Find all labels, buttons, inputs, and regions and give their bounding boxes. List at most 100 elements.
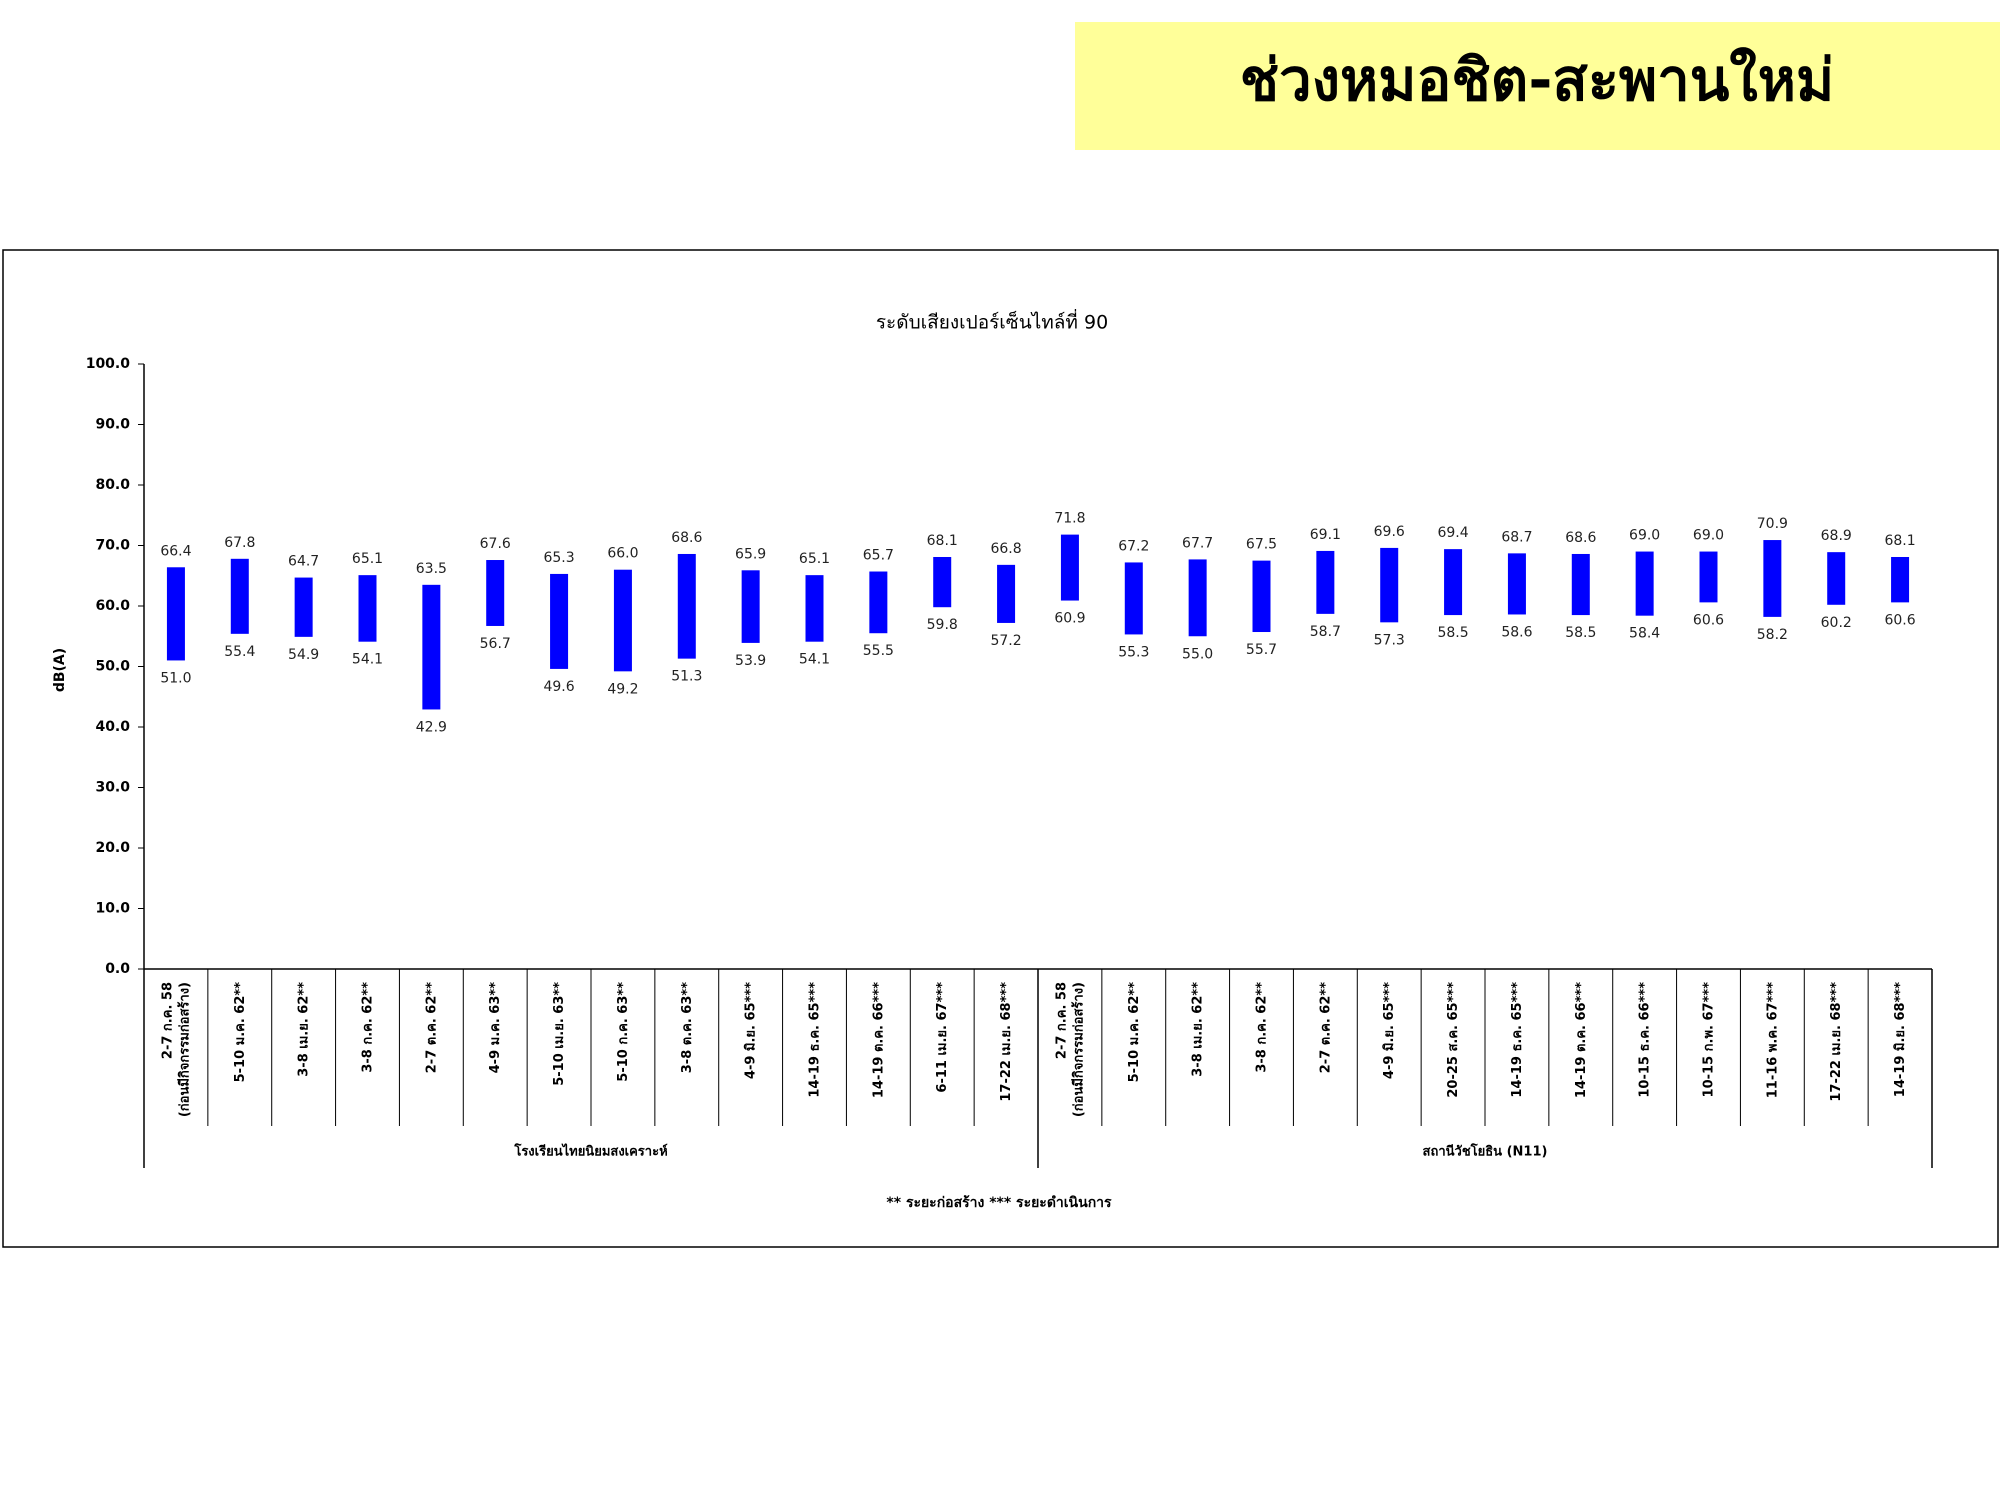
x-tick-label: 17-22 เม.ย. 68*** (999, 982, 1014, 1102)
value-label: 60.9 (1054, 611, 1085, 627)
value-label: 69.0 (1629, 528, 1660, 544)
x-tick-label-line: 3-8 เม.ย. 62** (1190, 982, 1205, 1077)
x-tick-label-line: 17-22 เม.ย. 68*** (999, 982, 1014, 1102)
x-tick-label: 10-15 ธ.ค. 66*** (1637, 982, 1652, 1098)
value-label: 65.1 (352, 551, 383, 567)
x-tick-label-line: 3-8 ต.ค. 63** (679, 982, 694, 1073)
x-tick-label: 4-9 ม.ค. 63** (488, 982, 503, 1074)
x-tick-label: 2-7 ต.ค. 62** (1318, 982, 1333, 1073)
x-tick-label: 17-22 เม.ย. 68*** (1829, 982, 1844, 1102)
value-label: 67.2 (1118, 538, 1149, 554)
x-tick-label-line: 5-10 ก.ค. 63** (615, 982, 630, 1082)
y-tick-label: 50.0 (95, 659, 130, 675)
range-bar (1060, 534, 1079, 601)
value-label: 63.5 (416, 561, 447, 577)
value-label: 71.8 (1054, 511, 1085, 527)
value-label: 59.8 (927, 617, 958, 633)
x-tick-label: 10-15 ก.พ. 67*** (1701, 982, 1716, 1098)
heading: ช่วงหมอชิต-สะพานใหม่ (1240, 46, 1834, 114)
value-label: 58.6 (1501, 624, 1532, 640)
x-tick-label-line: 4-9 มิ.ย. 65*** (1382, 982, 1397, 1079)
value-label: 58.4 (1629, 626, 1660, 642)
value-label: 70.9 (1757, 516, 1788, 532)
y-tick-label: 20.0 (95, 840, 130, 856)
value-label: 66.0 (607, 546, 638, 562)
y-tick-label: 70.0 (95, 538, 130, 554)
range-bar (1507, 553, 1526, 615)
range-bar (422, 584, 441, 710)
value-label: 57.3 (1374, 632, 1405, 648)
x-tick-label-line: 2-7 ก.ค. 58 (160, 982, 175, 1059)
range-bar (741, 570, 760, 643)
x-tick-label: 3-8 ก.ค. 62** (1254, 982, 1269, 1073)
value-label: 65.1 (799, 551, 830, 567)
x-tick-label-line: 14-19 ต.ค. 66*** (871, 982, 886, 1098)
x-tick-label: 14-19 ต.ค. 66*** (871, 982, 886, 1098)
value-label: 68.9 (1821, 528, 1852, 544)
value-label: 51.3 (671, 669, 702, 685)
range-bar (1571, 553, 1590, 616)
value-label: 68.1 (1884, 533, 1915, 549)
value-label: 42.9 (416, 719, 447, 735)
range-bar (358, 575, 377, 642)
y-tick-label: 0.0 (105, 961, 130, 977)
group-label: โรงเรียนไทยนิยมสงเคราะห์ (513, 1143, 667, 1160)
value-label: 58.5 (1565, 625, 1596, 641)
value-label: 55.5 (863, 643, 894, 659)
value-label: 53.9 (735, 653, 766, 669)
range-bar (1827, 552, 1846, 605)
x-tick-label: 14-19 ธ.ค. 65*** (807, 982, 822, 1098)
range-bar (166, 567, 185, 661)
x-tick-label: 3-8 ก.ค. 62** (360, 982, 375, 1073)
range-bar (1252, 560, 1271, 633)
value-label: 56.7 (480, 636, 511, 652)
value-label: 68.6 (1565, 530, 1596, 546)
range-bar (805, 575, 824, 642)
x-tick-label-line: 2-7 ต.ค. 62** (424, 982, 439, 1073)
x-tick-label-line: 3-8 เม.ย. 62** (296, 982, 311, 1077)
value-label: 54.1 (352, 652, 383, 668)
x-tick-label-line: (ก่อนมีกิจกรรมก่อสร้าง) (176, 982, 192, 1117)
y-tick-label: 90.0 (95, 417, 130, 433)
x-tick-label-line: 20-25 ส.ค. 65*** (1446, 982, 1461, 1098)
x-tick-label: 5-10 ม.ค. 62** (232, 982, 247, 1083)
value-label: 68.6 (671, 530, 702, 546)
value-label: 67.5 (1246, 537, 1277, 553)
range-bar (997, 564, 1016, 623)
x-tick-label-line: 6-11 เม.ย. 67*** (935, 982, 950, 1093)
value-label: 60.6 (1693, 612, 1724, 628)
x-tick-label: 5-10 เม.ย. 63** (552, 982, 567, 1086)
y-tick-label: 60.0 (95, 598, 130, 614)
range-bar (1763, 540, 1782, 617)
value-label: 69.0 (1693, 528, 1724, 544)
x-tick-label: 3-8 เม.ย. 62** (296, 982, 311, 1077)
chart-title: ระดับเสียงเปอร์เซ็นไทล์ที่ 90 (876, 309, 1108, 334)
footnote: ** ระยะก่อสร้าง *** ระยะดำเนินการ (886, 1195, 1112, 1211)
value-label: 65.9 (735, 546, 766, 562)
range-bar (1699, 551, 1718, 603)
value-label: 67.6 (480, 536, 511, 552)
range-bar (613, 569, 632, 672)
value-label: 55.4 (224, 644, 255, 660)
value-label: 65.7 (863, 548, 894, 564)
x-tick-label: 4-9 มิ.ย. 65*** (1382, 982, 1397, 1079)
value-label: 55.7 (1246, 642, 1277, 658)
value-label: 49.2 (607, 681, 638, 697)
x-tick-label: 5-10 ก.ค. 63** (615, 982, 630, 1082)
range-bar (230, 558, 249, 634)
x-tick-label: 3-8 ต.ค. 63** (679, 982, 694, 1073)
x-tick-label: 3-8 เม.ย. 62** (1190, 982, 1205, 1077)
x-tick-label-line: 17-22 เม.ย. 68*** (1829, 982, 1844, 1102)
x-tick-label: 6-11 เม.ย. 67*** (935, 982, 950, 1093)
range-bar (294, 577, 313, 637)
range-bar (1124, 562, 1143, 635)
value-label: 55.3 (1118, 644, 1149, 660)
value-label: 60.2 (1821, 615, 1852, 631)
x-tick-label: 2-7 ก.ค. 58 (ก่อนมีกิจกรรมก่อสร้าง) (1054, 982, 1086, 1117)
value-label: 60.6 (1884, 612, 1915, 628)
value-label: 65.3 (543, 550, 574, 566)
value-label: 67.8 (224, 535, 255, 551)
x-tick-label-line: 14-19 ธ.ค. 65*** (1509, 982, 1524, 1098)
value-label: 66.8 (990, 541, 1021, 557)
